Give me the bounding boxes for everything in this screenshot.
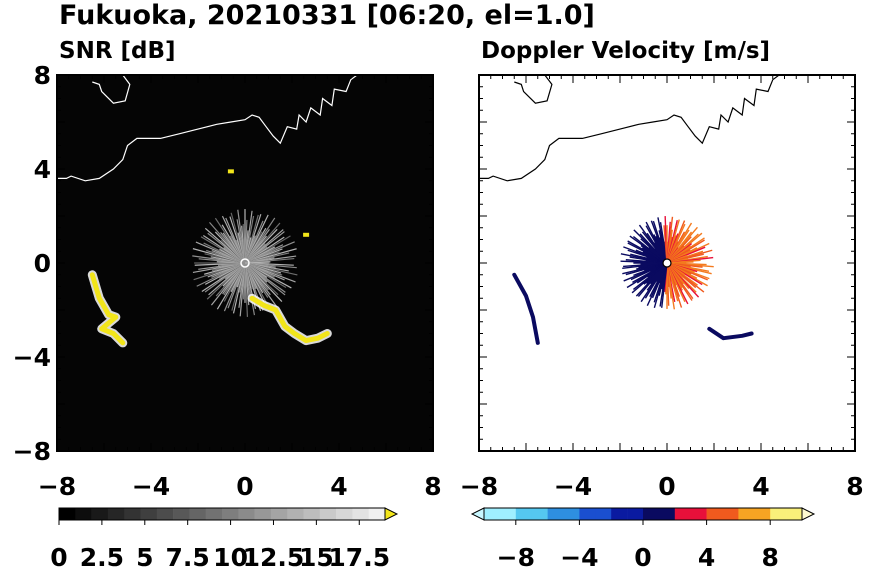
colorbar-segment — [611, 508, 628, 520]
x-tick-label: 4 — [330, 472, 347, 501]
colorbar-segment — [770, 508, 787, 520]
x-tick-label: 0 — [658, 472, 675, 501]
colorbar-segment — [484, 508, 501, 520]
echo-band — [707, 326, 754, 341]
colorbar-segment — [563, 508, 580, 520]
doppler-panel: Doppler Velocity [m/s] −8 −4 0 4 8 — [460, 38, 864, 501]
x-tick-label: 8 — [424, 472, 441, 501]
doppler-echo-layer — [512, 216, 754, 345]
colorbar-segment — [156, 508, 174, 520]
colorbar-tick-label: 17.5 — [328, 543, 390, 570]
echo-cell — [303, 232, 310, 237]
colorbar-segment — [270, 508, 288, 520]
coastline — [57, 75, 359, 182]
colorbar-tick-label: −4 — [560, 543, 598, 570]
colorbar-segment — [254, 508, 272, 520]
colorbar-tick-label: 2.5 — [80, 543, 124, 570]
colorbar-tick-label: 15 — [299, 543, 334, 570]
colorbar-segment — [627, 508, 644, 520]
coastline — [479, 75, 781, 182]
x-tick-label: 0 — [236, 472, 253, 501]
colorbar-segment — [579, 508, 596, 520]
x-tick-label: −8 — [460, 472, 498, 501]
echo-band — [89, 272, 126, 346]
y-tick-label: −8 — [13, 437, 51, 466]
colorbar-tick-label: 0 — [50, 543, 67, 570]
colorbar-tick-label: −8 — [497, 543, 535, 570]
colorbar-segment — [595, 508, 612, 520]
colorbar-segment — [352, 508, 369, 520]
colorbar-segment — [643, 508, 660, 520]
colorbar-segment — [658, 508, 676, 520]
colorbar-segment — [319, 508, 337, 520]
figure-title: Fukuoka, 20210331 [06:20, el=1.0] — [59, 0, 595, 31]
colorbar-segment — [690, 508, 707, 520]
colorbar-segment — [140, 508, 158, 520]
echo-cell — [227, 169, 234, 174]
radar-site-marker — [662, 258, 672, 268]
colorbar-segment — [368, 508, 386, 520]
doppler-panel-title: Doppler Velocity [m/s] — [481, 38, 770, 64]
colorbar-segment — [91, 508, 109, 520]
x-tick-label: 8 — [846, 472, 863, 501]
colorbar-segment — [706, 508, 723, 520]
snr-echo-layer — [87, 169, 332, 348]
colorbar-segment — [173, 508, 190, 520]
colorbar-tick-label: 12.5 — [243, 543, 305, 570]
colorbar-segment — [754, 508, 771, 520]
colorbar-segment — [515, 508, 532, 520]
colorbar-tick-label: 0 — [634, 543, 651, 570]
colorbar-segment — [722, 508, 739, 520]
x-tick-label: −8 — [38, 472, 76, 501]
colorbar-segment — [205, 508, 223, 520]
echo-band — [249, 295, 330, 344]
colorbar-segment — [59, 508, 76, 520]
colorbar-tick-label: 7.5 — [166, 543, 210, 570]
colorbar-segment — [547, 508, 564, 520]
colorbar-tick-label: 8 — [761, 543, 778, 570]
colorbar-segment — [222, 508, 239, 520]
colorbar-segment — [738, 508, 755, 520]
colorbar-segment — [786, 508, 803, 520]
colorbar-tick-label: 10 — [213, 543, 248, 570]
colorbar-segment — [336, 508, 353, 520]
y-tick-label: 4 — [34, 155, 51, 184]
colorbar-segment — [124, 508, 141, 520]
colorbar-segment — [287, 508, 304, 520]
radar-site-marker — [240, 258, 250, 268]
snr-panel-title: SNR [dB] — [59, 38, 176, 64]
y-tick-label: 8 — [34, 61, 51, 90]
snr-axis-ticks: −8 −4 0 4 8 8 4 0 −4 −8 — [13, 61, 442, 501]
colorbar-segment — [189, 508, 206, 520]
x-tick-label: −4 — [132, 472, 170, 501]
colorbar-segment — [531, 508, 548, 520]
colorbar-segment — [674, 508, 691, 520]
colorbar-extend-max — [384, 507, 399, 521]
colorbar-segment — [107, 508, 125, 520]
colorbar-segment — [499, 508, 517, 520]
doppler-axis-ticks: −8 −4 0 4 8 — [460, 74, 864, 501]
doppler-colorbar: −8 −4 0 4 8 — [470, 507, 816, 570]
colorbar-tick-label: 5 — [136, 543, 153, 570]
colorbar-segment — [75, 508, 92, 520]
echo-band — [512, 272, 540, 345]
y-tick-label: 0 — [34, 249, 51, 278]
colorbar-extend-max — [801, 507, 816, 521]
colorbar-segment — [303, 508, 321, 520]
snr-panel: SNR [dB] −8 −4 0 4 8 8 4 0 −4 −8 — [13, 38, 442, 501]
x-tick-label: −4 — [554, 472, 592, 501]
x-tick-label: 4 — [752, 472, 769, 501]
y-tick-label: −4 — [13, 343, 51, 372]
colorbar-extend-min — [470, 507, 485, 521]
colorbar-tick-label: 4 — [698, 543, 715, 570]
colorbar-segment — [238, 508, 255, 520]
